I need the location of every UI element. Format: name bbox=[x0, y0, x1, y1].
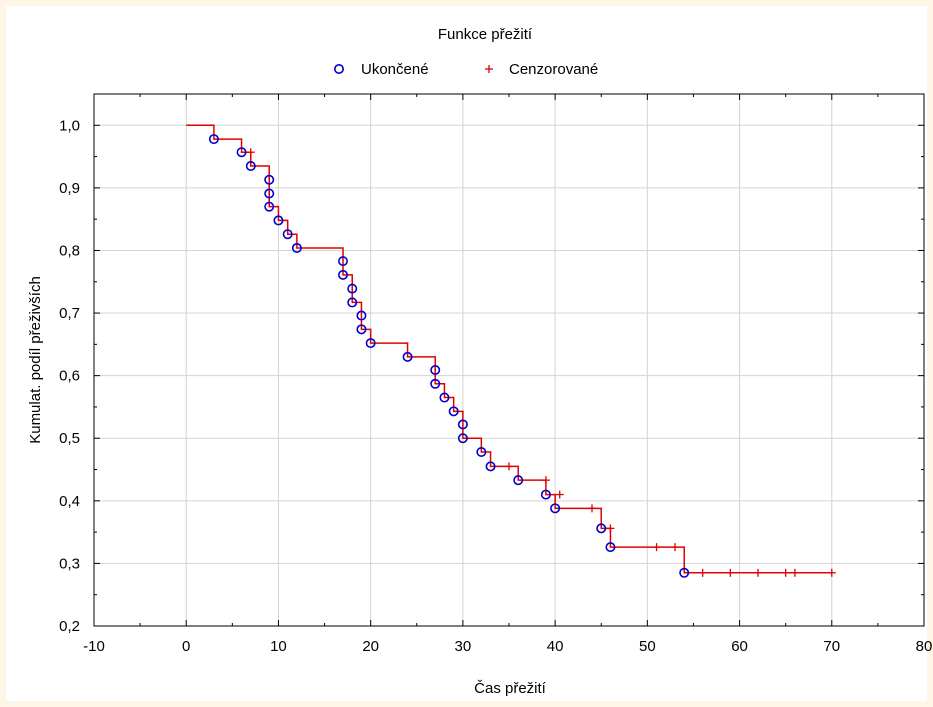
legend-label-events: Ukončené bbox=[361, 61, 429, 78]
x-tick-label: 80 bbox=[916, 638, 933, 655]
event-marker bbox=[430, 378, 441, 389]
grid bbox=[94, 94, 924, 626]
censored-marker bbox=[505, 462, 513, 471]
event-marker bbox=[236, 147, 247, 158]
censored-marker bbox=[790, 568, 799, 577]
x-tick-label: 30 bbox=[455, 638, 472, 655]
legend-marker-plus bbox=[485, 65, 493, 73]
x-axis: -10 0 10 20 30 40 50 60 70 80 bbox=[83, 94, 932, 655]
y-tick-label: 0,8 bbox=[59, 242, 80, 259]
event-marker bbox=[264, 201, 275, 212]
legend: Ukončené Cenzorované bbox=[333, 61, 598, 78]
event-marker bbox=[485, 461, 496, 472]
y-tick-label: 0,2 bbox=[59, 618, 80, 635]
y-tick-label: 0,4 bbox=[59, 493, 80, 510]
chart-inner-background bbox=[6, 6, 927, 701]
event-marker bbox=[402, 351, 413, 362]
y-tick-label: 0,6 bbox=[59, 368, 80, 385]
y-tick-label: 0,9 bbox=[59, 180, 80, 197]
y-tick-label: 0,3 bbox=[59, 555, 80, 572]
y-tick-label: 0,5 bbox=[59, 430, 80, 447]
event-marker bbox=[513, 475, 524, 486]
y-tick-label: 1,0 bbox=[59, 117, 80, 134]
censored-marker bbox=[606, 524, 615, 533]
legend-marker-circle bbox=[333, 64, 344, 75]
event-marker bbox=[356, 324, 367, 335]
censored-marker bbox=[555, 490, 564, 499]
event-marker bbox=[282, 229, 293, 240]
event-marker bbox=[347, 297, 358, 308]
censored-marker bbox=[781, 568, 790, 577]
event-markers bbox=[208, 134, 690, 578]
event-marker bbox=[476, 447, 487, 458]
event-marker bbox=[365, 338, 376, 349]
censored-marker bbox=[246, 148, 255, 157]
event-marker bbox=[605, 542, 616, 553]
y-axis: 0,2 0,3 0,4 0,5 0,6 0,7 0,8 0,9 1,0 bbox=[59, 93, 924, 635]
x-tick-label: 50 bbox=[639, 638, 656, 655]
event-marker bbox=[245, 160, 256, 171]
censored-marker bbox=[541, 476, 550, 485]
event-marker bbox=[208, 134, 219, 145]
censored-marker bbox=[754, 568, 762, 577]
survival-step-line bbox=[186, 124, 832, 574]
x-tick-label: 40 bbox=[547, 638, 564, 655]
event-marker bbox=[457, 433, 468, 444]
survival-curve bbox=[186, 124, 832, 574]
x-tick-label: 10 bbox=[270, 638, 287, 655]
event-marker bbox=[273, 215, 284, 226]
censored-marker bbox=[698, 568, 707, 577]
event-marker bbox=[264, 188, 275, 199]
event-marker bbox=[679, 567, 690, 578]
legend-label-censored: Cenzorované bbox=[509, 61, 598, 78]
event-marker bbox=[550, 503, 561, 514]
event-marker bbox=[337, 256, 348, 267]
x-tick-label: 0 bbox=[182, 638, 190, 655]
event-marker bbox=[457, 419, 468, 430]
event-marker bbox=[264, 174, 275, 185]
event-marker bbox=[448, 406, 459, 417]
event-marker bbox=[291, 242, 302, 253]
x-axis-label: Čas přežití bbox=[474, 680, 547, 697]
censored-marker bbox=[588, 504, 596, 513]
censored-markers bbox=[246, 148, 836, 577]
event-marker bbox=[356, 310, 367, 321]
event-marker bbox=[337, 269, 348, 280]
censored-marker bbox=[671, 543, 679, 552]
x-tick-label: 20 bbox=[362, 638, 379, 655]
event-marker bbox=[439, 392, 450, 403]
event-marker bbox=[347, 283, 358, 294]
event-marker bbox=[540, 489, 551, 500]
censored-marker bbox=[652, 543, 661, 552]
y-tick-label: 0,7 bbox=[59, 305, 80, 322]
event-marker bbox=[596, 523, 607, 534]
x-tick-label: 60 bbox=[731, 638, 748, 655]
censored-marker bbox=[827, 568, 836, 577]
x-tick-label: -10 bbox=[83, 638, 105, 655]
x-tick-label: 70 bbox=[823, 638, 840, 655]
event-marker bbox=[430, 365, 441, 376]
censored-marker bbox=[726, 568, 735, 577]
y-axis-label: Kumulat. podíl přeživších bbox=[27, 276, 44, 444]
chart-title: Funkce přežití bbox=[438, 26, 533, 43]
